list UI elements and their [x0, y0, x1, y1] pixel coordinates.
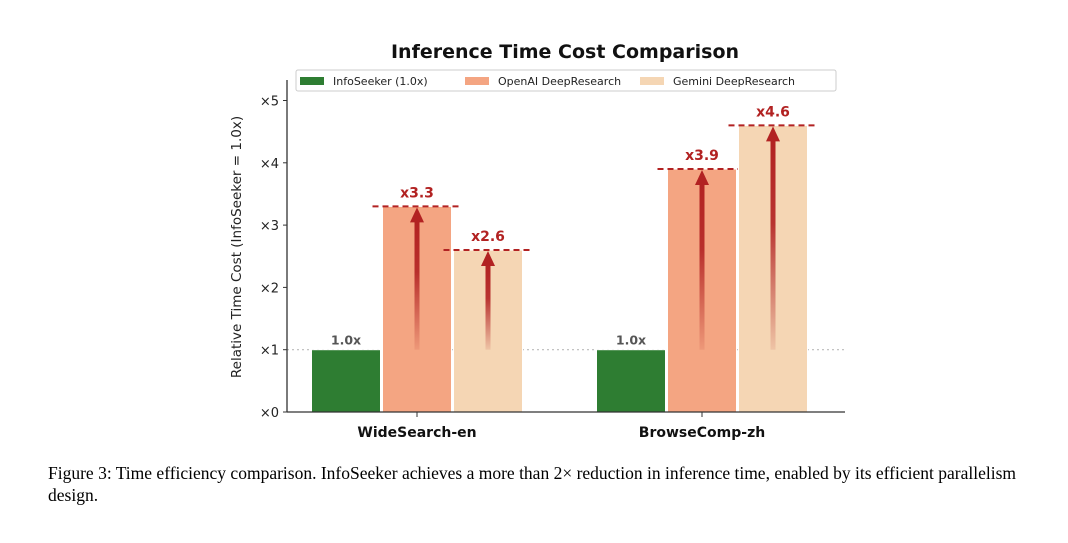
- data-label: 1.0x: [331, 333, 361, 348]
- arrow-up-icon: [481, 251, 495, 267]
- arrow-up-icon: [766, 126, 780, 142]
- data-label: x3.9: [685, 148, 719, 164]
- x-tick-label: BrowseComp-zh: [639, 425, 765, 441]
- legend-swatch: [300, 77, 324, 85]
- chart: Inference Time Cost Comparison Relative …: [229, 41, 845, 441]
- chart-title: Inference Time Cost Comparison: [391, 41, 739, 63]
- legend-label: OpenAI DeepResearch: [498, 75, 621, 88]
- arrow-shaft: [485, 264, 491, 350]
- bar-0-1: [596, 349, 666, 413]
- arrow-shaft: [770, 139, 776, 350]
- data-label: x4.6: [756, 104, 790, 120]
- y-tick-label: ×5: [260, 95, 279, 110]
- data-label: 1.0x: [616, 333, 646, 348]
- y-tick-label: ×0: [260, 406, 279, 421]
- arrow-up-icon: [695, 170, 709, 186]
- x-tick-label: WideSearch-en: [357, 425, 476, 441]
- legend-swatch: [640, 77, 664, 85]
- data-label: x2.6: [471, 229, 505, 245]
- legend: InfoSeeker (1.0x) OpenAI DeepResearch Gemi…: [295, 69, 837, 92]
- data-label: x3.3: [400, 185, 434, 201]
- arrow-up-icon: [410, 207, 424, 223]
- y-axis-label: Relative Time Cost (InfoSeeker = 1.0x): [229, 116, 245, 378]
- y-tick-label: ×3: [260, 219, 279, 234]
- legend-label: InfoSeeker (1.0x): [333, 75, 428, 88]
- y-tick-label: ×1: [260, 344, 279, 359]
- arrow-shaft: [414, 220, 420, 350]
- figure-caption: Figure 3: Time efficiency comparison. In…: [48, 463, 1017, 505]
- legend-box: [295, 69, 837, 92]
- legend-swatch: [465, 77, 489, 85]
- y-tick-label: ×2: [260, 281, 279, 296]
- legend-label: Gemini DeepResearch: [673, 75, 795, 88]
- bar-0-0: [311, 349, 381, 413]
- arrow-shaft: [699, 183, 705, 350]
- y-tick-label: ×4: [260, 157, 279, 172]
